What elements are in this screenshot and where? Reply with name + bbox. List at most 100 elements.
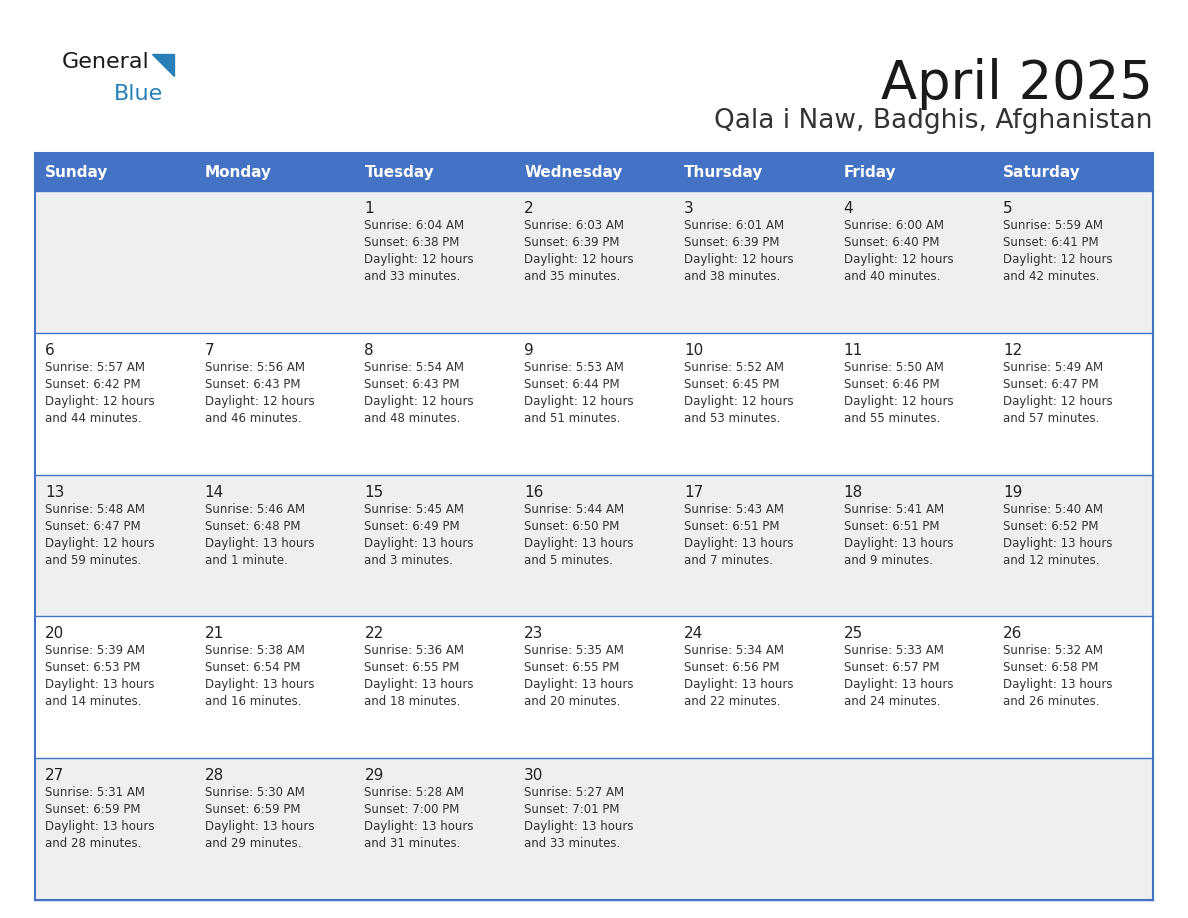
Text: Blue: Blue — [114, 84, 163, 104]
Text: and 24 minutes.: and 24 minutes. — [843, 696, 940, 709]
Text: Sunset: 7:00 PM: Sunset: 7:00 PM — [365, 803, 460, 816]
Text: and 26 minutes.: and 26 minutes. — [1004, 696, 1100, 709]
Text: Daylight: 12 hours: Daylight: 12 hours — [365, 253, 474, 266]
Bar — [834, 153, 993, 191]
Text: Sunset: 6:39 PM: Sunset: 6:39 PM — [684, 236, 779, 249]
Text: Daylight: 13 hours: Daylight: 13 hours — [1004, 537, 1113, 550]
Text: Daylight: 13 hours: Daylight: 13 hours — [365, 537, 474, 550]
Text: Sunset: 6:56 PM: Sunset: 6:56 PM — [684, 661, 779, 675]
Text: 6: 6 — [45, 342, 55, 358]
Text: 10: 10 — [684, 342, 703, 358]
Text: Sunrise: 5:52 AM: Sunrise: 5:52 AM — [684, 361, 784, 374]
Text: Sunrise: 5:38 AM: Sunrise: 5:38 AM — [204, 644, 304, 657]
Text: Daylight: 12 hours: Daylight: 12 hours — [365, 395, 474, 408]
Bar — [195, 153, 354, 191]
Text: Sunrise: 6:03 AM: Sunrise: 6:03 AM — [524, 219, 624, 232]
Text: Sunset: 6:48 PM: Sunset: 6:48 PM — [204, 520, 301, 532]
Text: Sunrise: 5:56 AM: Sunrise: 5:56 AM — [204, 361, 304, 374]
Text: and 31 minutes.: and 31 minutes. — [365, 837, 461, 850]
Bar — [34, 191, 1154, 333]
Text: 7: 7 — [204, 342, 214, 358]
Bar — [34, 153, 195, 191]
Bar — [34, 616, 1154, 758]
Text: Sunrise: 5:43 AM: Sunrise: 5:43 AM — [684, 502, 784, 516]
Text: Daylight: 13 hours: Daylight: 13 hours — [365, 820, 474, 834]
Text: Sunrise: 6:01 AM: Sunrise: 6:01 AM — [684, 219, 784, 232]
Text: and 20 minutes.: and 20 minutes. — [524, 696, 620, 709]
Text: and 12 minutes.: and 12 minutes. — [1004, 554, 1100, 566]
Text: Daylight: 12 hours: Daylight: 12 hours — [45, 537, 154, 550]
Text: Sunset: 6:38 PM: Sunset: 6:38 PM — [365, 236, 460, 249]
Text: Sunset: 6:58 PM: Sunset: 6:58 PM — [1004, 661, 1099, 675]
Text: Sunrise: 6:04 AM: Sunrise: 6:04 AM — [365, 219, 465, 232]
Text: Sunrise: 5:59 AM: Sunrise: 5:59 AM — [1004, 219, 1104, 232]
Text: Sunset: 6:51 PM: Sunset: 6:51 PM — [684, 520, 779, 532]
Text: Daylight: 12 hours: Daylight: 12 hours — [684, 253, 794, 266]
Text: 28: 28 — [204, 768, 225, 783]
Text: Sunset: 6:59 PM: Sunset: 6:59 PM — [45, 803, 140, 816]
Text: 18: 18 — [843, 485, 862, 499]
Text: Daylight: 13 hours: Daylight: 13 hours — [684, 537, 794, 550]
Text: Sunrise: 5:33 AM: Sunrise: 5:33 AM — [843, 644, 943, 657]
Text: and 9 minutes.: and 9 minutes. — [843, 554, 933, 566]
Text: 29: 29 — [365, 768, 384, 783]
Text: 16: 16 — [524, 485, 544, 499]
Text: 21: 21 — [204, 626, 225, 642]
Text: and 14 minutes.: and 14 minutes. — [45, 696, 141, 709]
Text: Daylight: 13 hours: Daylight: 13 hours — [843, 537, 953, 550]
Text: Sunrise: 5:50 AM: Sunrise: 5:50 AM — [843, 361, 943, 374]
Text: 1: 1 — [365, 201, 374, 216]
Text: Sunrise: 5:41 AM: Sunrise: 5:41 AM — [843, 502, 943, 516]
Text: Sunset: 7:01 PM: Sunset: 7:01 PM — [524, 803, 620, 816]
Text: Daylight: 13 hours: Daylight: 13 hours — [204, 537, 314, 550]
Text: Sunset: 6:40 PM: Sunset: 6:40 PM — [843, 236, 939, 249]
Text: Sunset: 6:55 PM: Sunset: 6:55 PM — [524, 661, 619, 675]
Text: Sunday: Sunday — [45, 164, 108, 180]
Text: 5: 5 — [1004, 201, 1013, 216]
Text: Sunrise: 5:35 AM: Sunrise: 5:35 AM — [524, 644, 624, 657]
Text: Sunset: 6:47 PM: Sunset: 6:47 PM — [1004, 378, 1099, 391]
Text: Sunset: 6:43 PM: Sunset: 6:43 PM — [365, 378, 460, 391]
Text: Daylight: 12 hours: Daylight: 12 hours — [45, 395, 154, 408]
Text: and 3 minutes.: and 3 minutes. — [365, 554, 454, 566]
Text: Sunrise: 5:46 AM: Sunrise: 5:46 AM — [204, 502, 305, 516]
Text: and 46 minutes.: and 46 minutes. — [204, 412, 302, 425]
Text: Sunrise: 5:28 AM: Sunrise: 5:28 AM — [365, 786, 465, 800]
Text: Daylight: 12 hours: Daylight: 12 hours — [684, 395, 794, 408]
Text: Sunrise: 5:45 AM: Sunrise: 5:45 AM — [365, 502, 465, 516]
Polygon shape — [152, 54, 173, 76]
Text: Sunset: 6:57 PM: Sunset: 6:57 PM — [843, 661, 939, 675]
Text: Saturday: Saturday — [1004, 164, 1081, 180]
Text: 20: 20 — [45, 626, 64, 642]
Text: April 2025: April 2025 — [881, 58, 1154, 110]
Bar — [674, 153, 834, 191]
Text: and 33 minutes.: and 33 minutes. — [365, 270, 461, 283]
Text: Sunset: 6:43 PM: Sunset: 6:43 PM — [204, 378, 301, 391]
Text: 2: 2 — [524, 201, 533, 216]
Text: 11: 11 — [843, 342, 862, 358]
Text: Sunset: 6:45 PM: Sunset: 6:45 PM — [684, 378, 779, 391]
Text: Daylight: 12 hours: Daylight: 12 hours — [524, 253, 633, 266]
Text: Daylight: 12 hours: Daylight: 12 hours — [843, 253, 953, 266]
Text: and 40 minutes.: and 40 minutes. — [843, 270, 940, 283]
Text: Sunrise: 5:34 AM: Sunrise: 5:34 AM — [684, 644, 784, 657]
Text: Sunset: 6:39 PM: Sunset: 6:39 PM — [524, 236, 620, 249]
Text: and 42 minutes.: and 42 minutes. — [1004, 270, 1100, 283]
Text: Sunset: 6:52 PM: Sunset: 6:52 PM — [1004, 520, 1099, 532]
Text: Sunrise: 5:27 AM: Sunrise: 5:27 AM — [524, 786, 624, 800]
Text: and 29 minutes.: and 29 minutes. — [204, 837, 302, 850]
Text: Daylight: 13 hours: Daylight: 13 hours — [524, 537, 633, 550]
Text: Daylight: 13 hours: Daylight: 13 hours — [365, 678, 474, 691]
Text: 15: 15 — [365, 485, 384, 499]
Text: Sunset: 6:50 PM: Sunset: 6:50 PM — [524, 520, 619, 532]
Text: Tuesday: Tuesday — [365, 164, 434, 180]
Text: Sunrise: 5:48 AM: Sunrise: 5:48 AM — [45, 502, 145, 516]
Text: Daylight: 13 hours: Daylight: 13 hours — [843, 678, 953, 691]
Text: Sunrise: 5:32 AM: Sunrise: 5:32 AM — [1004, 644, 1104, 657]
Text: Daylight: 12 hours: Daylight: 12 hours — [843, 395, 953, 408]
Text: Daylight: 13 hours: Daylight: 13 hours — [1004, 678, 1113, 691]
Text: Sunrise: 5:39 AM: Sunrise: 5:39 AM — [45, 644, 145, 657]
Text: 27: 27 — [45, 768, 64, 783]
Text: Sunset: 6:42 PM: Sunset: 6:42 PM — [45, 378, 140, 391]
Text: and 38 minutes.: and 38 minutes. — [684, 270, 781, 283]
